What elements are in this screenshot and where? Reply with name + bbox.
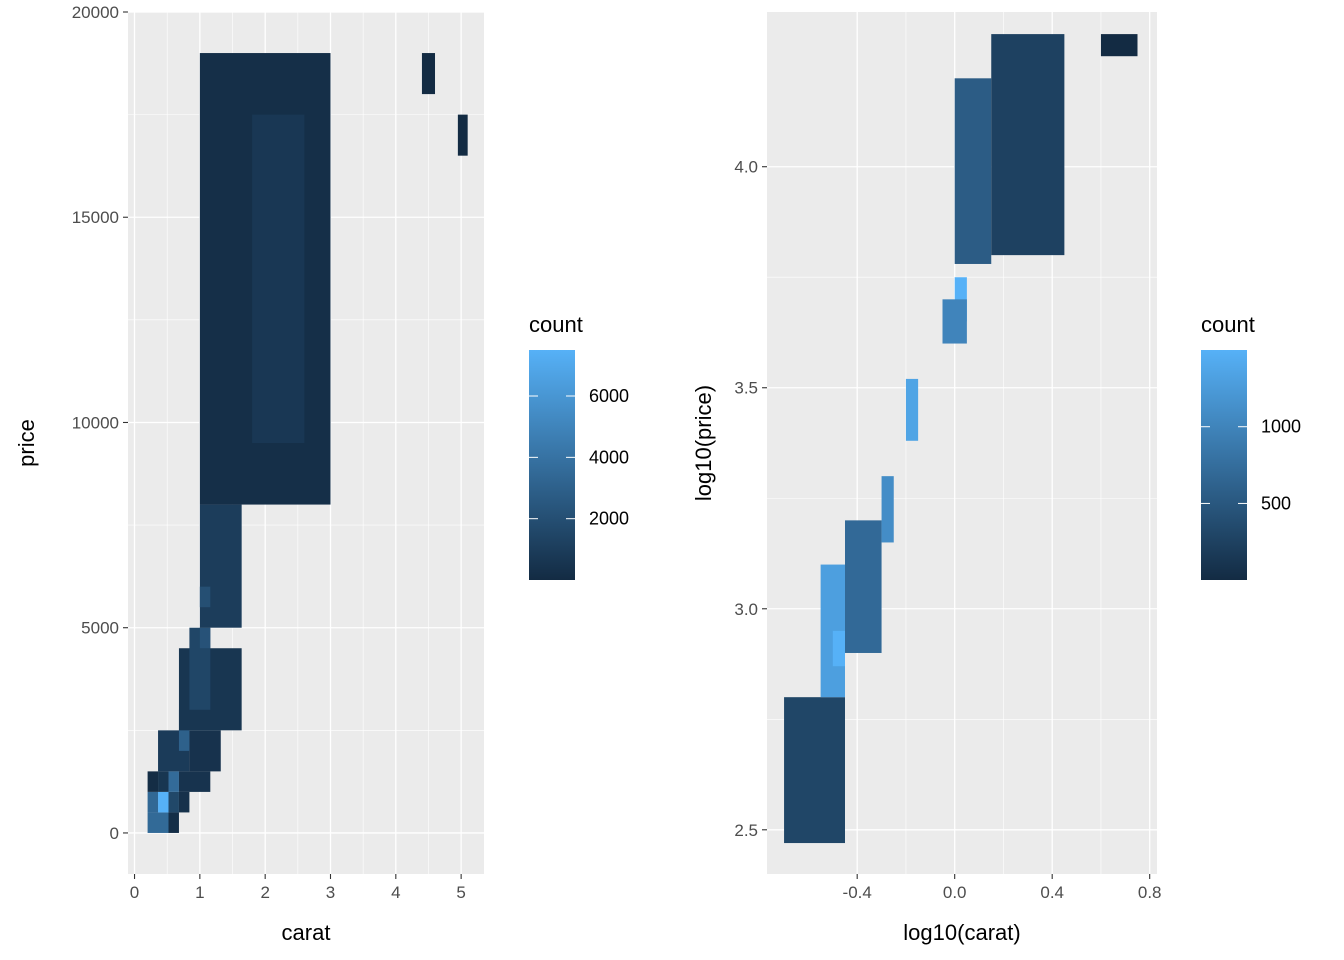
x-tick-label: 0.4 bbox=[1040, 883, 1064, 902]
x-tick-label: 0.0 bbox=[943, 883, 967, 902]
legend-colorbar bbox=[529, 350, 575, 580]
x-tick-label: 0.8 bbox=[1138, 883, 1162, 902]
heatmap-bin bbox=[942, 299, 967, 344]
legend-title: count bbox=[529, 312, 583, 337]
y-tick-label: 20000 bbox=[72, 3, 119, 22]
legend-tick-label: 4000 bbox=[589, 447, 629, 467]
heatmap-bin bbox=[1100, 34, 1138, 57]
heatmap-bin bbox=[147, 771, 159, 792]
x-tick-label: 1 bbox=[195, 883, 204, 902]
heatmap-bin bbox=[178, 791, 190, 813]
heatmap-bin bbox=[421, 53, 436, 95]
legend-colorbar bbox=[1201, 350, 1247, 580]
heatmap-bin bbox=[881, 476, 894, 543]
legend-tick-label: 2000 bbox=[589, 509, 629, 529]
heatmap-bin bbox=[199, 586, 211, 608]
legend-title: count bbox=[1201, 312, 1255, 337]
heatmap-bin bbox=[784, 697, 845, 844]
heatmap-bin bbox=[845, 520, 882, 653]
heatmap-bin bbox=[147, 812, 169, 833]
heatmap-bin bbox=[168, 812, 179, 833]
heatmap-bin bbox=[147, 791, 159, 813]
y-axis-title: log10(price) bbox=[691, 385, 716, 501]
heatmap-bin bbox=[199, 627, 211, 649]
heatmap-bin bbox=[189, 730, 221, 772]
x-tick-label: 3 bbox=[326, 883, 335, 902]
heatmap-bin bbox=[991, 34, 1065, 256]
y-tick-label: 5000 bbox=[81, 619, 119, 638]
heatmap-bins bbox=[784, 34, 1138, 844]
heatmap-bin bbox=[168, 791, 179, 813]
heatmap-bin bbox=[252, 114, 305, 443]
x-tick-label: 0 bbox=[130, 883, 139, 902]
y-tick-label: 15000 bbox=[72, 208, 119, 227]
y-axis-title: price bbox=[14, 419, 39, 467]
y-tick-label: 3.5 bbox=[734, 379, 758, 398]
x-tick-label: 5 bbox=[456, 883, 465, 902]
x-tick-label: 2 bbox=[260, 883, 269, 902]
heatmap-bin bbox=[158, 791, 169, 813]
y-tick-label: 2.5 bbox=[734, 821, 758, 840]
heatmap-bin bbox=[905, 378, 919, 441]
heatmap-bin bbox=[158, 771, 169, 792]
x-tick-label: 4 bbox=[391, 883, 400, 902]
legend-tick-label: 500 bbox=[1261, 493, 1291, 513]
y-tick-label: 0 bbox=[110, 824, 119, 843]
legend-tick-label: 1000 bbox=[1261, 417, 1301, 437]
heatmap-bin bbox=[199, 504, 242, 628]
heatmap-bin bbox=[832, 630, 845, 667]
y-tick-label: 10000 bbox=[72, 413, 119, 432]
heatmap-bins bbox=[147, 53, 468, 833]
heatmap-bin bbox=[168, 771, 179, 792]
legend-tick-label: 6000 bbox=[589, 386, 629, 406]
heatmap-bin bbox=[457, 114, 468, 156]
x-axis-title: carat bbox=[282, 920, 331, 945]
right-chart: -0.4 0.0 0.4 0.8 2.5 3.0 3.5 4.0 log10(carat) log… bbox=[691, 12, 1301, 945]
heatmap-bin bbox=[954, 78, 992, 264]
heatmap-bin bbox=[178, 771, 211, 792]
x-tick-label: -0.4 bbox=[843, 883, 872, 902]
left-chart: 0 1 2 3 4 5 0 5000 10000 15000 20000 carat price coun… bbox=[14, 3, 629, 945]
y-tick-label: 3.0 bbox=[734, 600, 758, 619]
x-axis-title: log10(carat) bbox=[903, 920, 1020, 945]
y-tick-label: 4.0 bbox=[734, 158, 758, 177]
